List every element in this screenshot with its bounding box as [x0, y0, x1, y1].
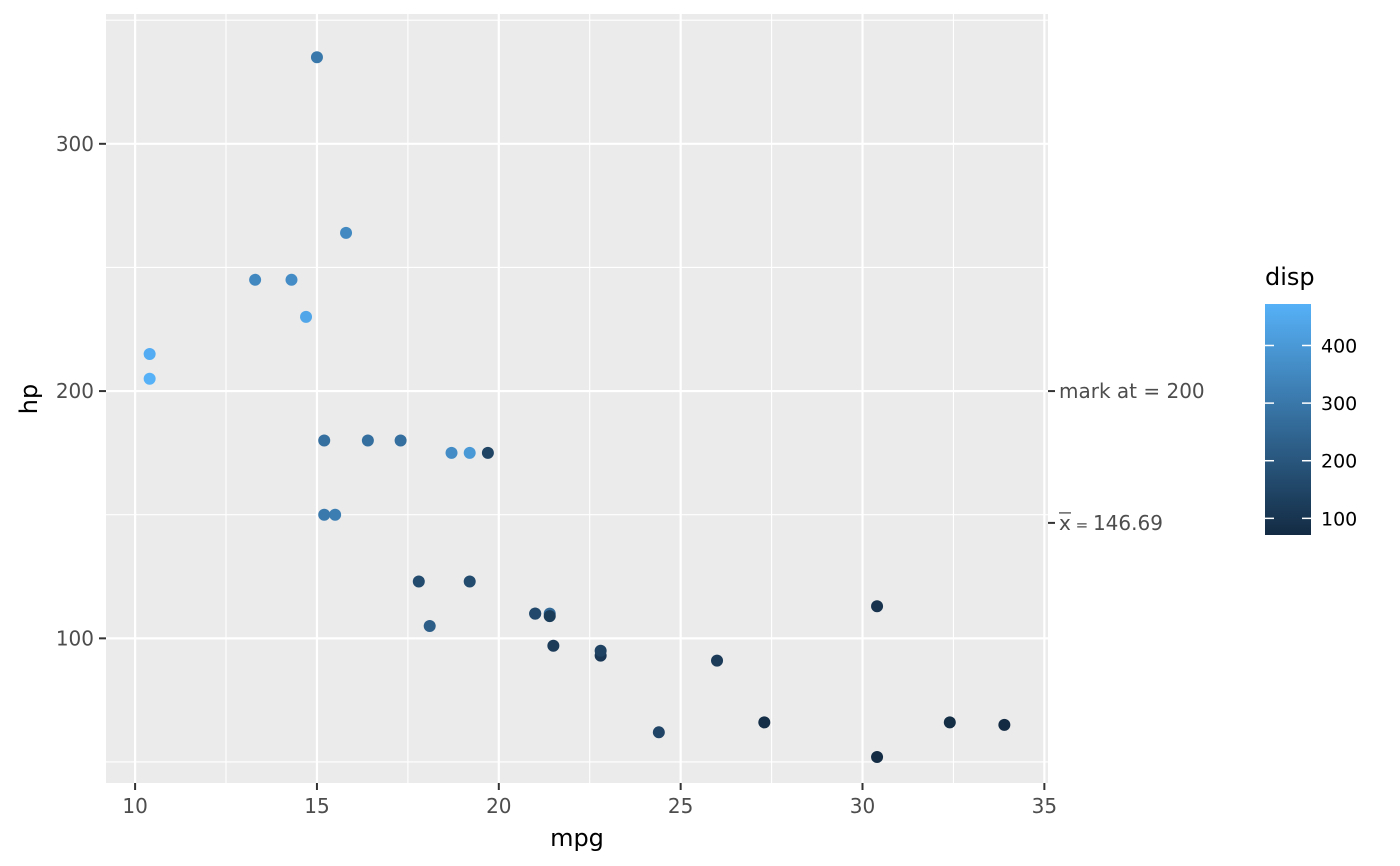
data-point	[758, 716, 771, 729]
data-point	[318, 508, 331, 521]
data-point	[547, 639, 560, 652]
color-legend: disp 100 200 300 400	[1265, 263, 1357, 535]
data-point	[445, 446, 458, 459]
mean-value: 146.69	[1093, 511, 1163, 535]
y-axis: 100 200 300	[56, 132, 106, 650]
data-point	[481, 446, 494, 459]
y-tick-label: 200	[56, 379, 94, 403]
y-tick-label: 100	[56, 626, 94, 650]
data-point	[143, 372, 156, 385]
data-point	[329, 508, 342, 521]
data-point	[423, 619, 436, 632]
major-gridlines	[106, 14, 1048, 783]
x-tick-label: 30	[850, 794, 875, 818]
data-point	[249, 273, 262, 286]
secondary-mark-label: mark at = 200	[1059, 379, 1205, 403]
data-point	[594, 644, 607, 657]
data-point	[300, 310, 313, 323]
data-point	[871, 600, 884, 613]
mean-symbol: x	[1059, 511, 1071, 535]
data-point	[529, 607, 542, 620]
data-point	[711, 654, 724, 667]
legend-colorbar	[1265, 304, 1311, 535]
data-point	[871, 751, 884, 764]
secondary-axis-marks: mark at = 200 x = 146.69	[1048, 379, 1205, 535]
data-point	[143, 347, 156, 360]
data-point	[652, 726, 665, 739]
y-tick-label: 300	[56, 132, 94, 156]
plot-panel	[106, 14, 1048, 783]
data-point	[340, 226, 353, 239]
data-point	[543, 610, 556, 623]
legend-break-label: 400	[1321, 335, 1357, 357]
data-point	[285, 273, 298, 286]
mean-mark-label: x = 146.69	[1059, 511, 1163, 535]
x-axis: 10 15 20 25 30 35	[122, 783, 1057, 818]
x-tick-label: 10	[122, 794, 147, 818]
data-point	[463, 575, 476, 588]
y-axis-title: hp	[15, 384, 43, 414]
legend-ticks: 100 200 300 400	[1265, 335, 1357, 530]
x-tick-label: 35	[1032, 794, 1057, 818]
x-tick-label: 20	[486, 794, 511, 818]
x-tick-label: 15	[304, 794, 329, 818]
x-tick-label: 25	[668, 794, 693, 818]
data-point	[412, 575, 425, 588]
legend-break-label: 200	[1321, 451, 1357, 473]
legend-break-label: 300	[1321, 393, 1357, 415]
data-point	[318, 434, 331, 447]
mean-equals: =	[1071, 516, 1093, 534]
data-point	[463, 446, 476, 459]
data-point	[310, 51, 323, 64]
data-point	[361, 434, 374, 447]
legend-break-label: 100	[1321, 508, 1357, 530]
minor-gridlines	[106, 14, 1048, 783]
data-points	[143, 51, 1011, 764]
data-point	[943, 716, 956, 729]
data-point	[998, 718, 1011, 731]
legend-title: disp	[1265, 263, 1315, 291]
data-point	[394, 434, 407, 447]
x-axis-title: mpg	[550, 824, 604, 852]
